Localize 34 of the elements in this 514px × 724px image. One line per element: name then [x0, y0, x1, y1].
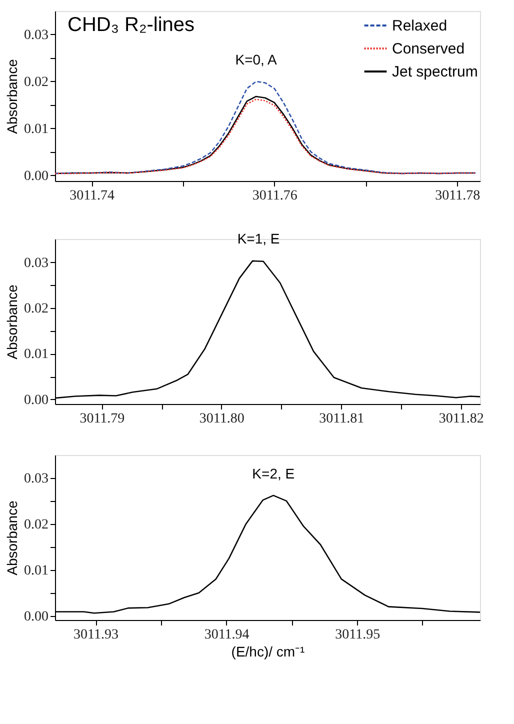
- y-axis-title: Absorbance: [4, 500, 20, 576]
- x-tick-label: 3011.80: [199, 412, 244, 426]
- x-tick-label: 3011.79: [80, 412, 125, 426]
- chart-title: CHD₃ R₂-lines: [68, 14, 195, 36]
- y-tick-label: 0.03: [24, 471, 48, 486]
- y-tick-label: 0.00: [24, 392, 48, 408]
- y-axis-title: Absorbance: [4, 284, 20, 360]
- y-tick-label: 0.00: [24, 609, 48, 624]
- x-tick-label: 3011.74: [70, 188, 115, 204]
- y-tick-label: 0.01: [24, 122, 48, 137]
- line-series: [54, 80, 476, 174]
- legend-label: Relaxed: [392, 18, 448, 34]
- x-tick-label: 3011.94: [204, 628, 250, 642]
- x-tick-label: 3011.76: [252, 188, 298, 204]
- y-tick-label: 0.03: [24, 256, 48, 271]
- legend-label: Jet spectrum: [392, 64, 478, 80]
- annotation: K=0, A: [235, 51, 278, 68]
- x-tick-label: 3011.93: [74, 628, 119, 642]
- y-tick-label: 0.02: [24, 517, 48, 532]
- y-tick-label: 0.01: [24, 347, 48, 362]
- y-axis-title: Absorbance: [4, 58, 20, 134]
- y-tick-label: 0.01: [24, 563, 48, 578]
- y-tick-label: 0.00: [24, 168, 48, 184]
- y-tick-label: 0.02: [24, 302, 48, 317]
- annotation: K=2, E: [252, 465, 295, 482]
- legend-label: Conserved: [392, 40, 465, 58]
- x-tick-label: 3011.78: [435, 188, 480, 204]
- x-tick-label: 3011.81: [319, 412, 364, 426]
- x-tick-label: 3011.95: [335, 628, 380, 642]
- y-tick-label: 0.03: [24, 28, 48, 43]
- x-axis-title: (E/hc)/ cm⁻¹: [231, 644, 306, 660]
- annotation: K=1, E: [237, 230, 280, 246]
- y-tick-label: 0.02: [24, 74, 48, 90]
- x-tick-label: 3011.82: [438, 412, 484, 426]
